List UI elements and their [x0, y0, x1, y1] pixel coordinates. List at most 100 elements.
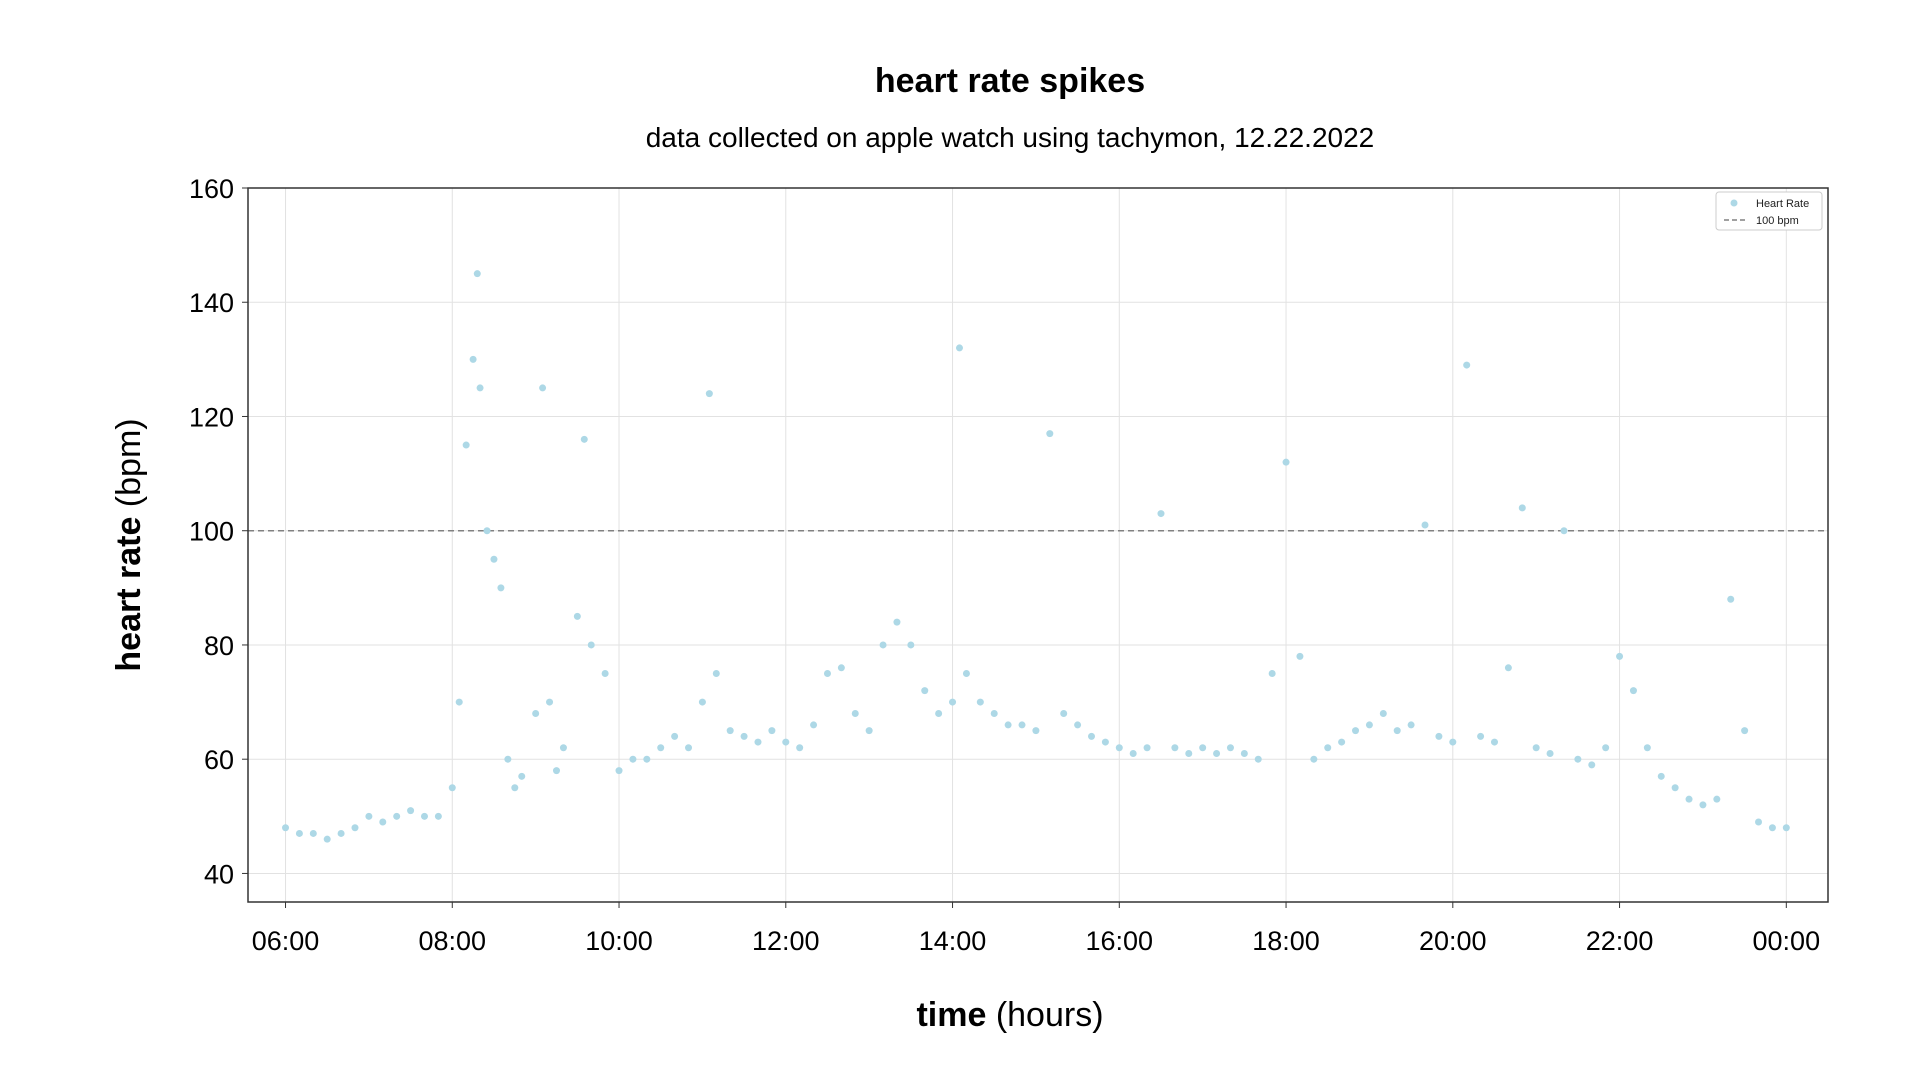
heart-rate-point — [1004, 721, 1012, 729]
heart-rate-point — [1768, 824, 1776, 832]
heart-rate-point — [1560, 527, 1568, 535]
heart-rate-point — [907, 641, 915, 649]
y-axis-label: heart rate (bpm) — [110, 418, 148, 671]
grid-lines — [248, 187, 1828, 902]
heart-rate-point — [685, 744, 693, 752]
x-tick-label: 16:00 — [1086, 926, 1154, 956]
heart-rate-point — [601, 670, 609, 678]
heart-rate-point — [323, 835, 331, 843]
heart-rate-point — [1546, 749, 1554, 757]
x-tick-label: 00:00 — [1753, 926, 1821, 956]
heart-rate-point — [657, 744, 665, 752]
heart-rate-point — [1532, 744, 1540, 752]
heart-rate-point — [1741, 727, 1749, 735]
y-tick-label: 60 — [204, 745, 234, 775]
x-axis-label: time (hours) — [916, 996, 1103, 1034]
heart-rate-point — [559, 744, 567, 752]
heart-rate-point — [504, 755, 512, 763]
heart-rate-point — [1602, 744, 1610, 752]
heart-rate-point — [893, 618, 901, 626]
heart-rate-point — [511, 784, 519, 792]
x-axis-label-unit: (hours) — [996, 996, 1104, 1034]
x-tick-label: 22:00 — [1586, 926, 1654, 956]
x-axis-ticks: 06:00 08:00 10:00 12:00 14:00 16:00 18:00 20:00… — [252, 902, 1820, 956]
x-tick-label: 06:00 — [252, 926, 320, 956]
heart-rate-point — [1157, 510, 1165, 518]
x-tick-label: 20:00 — [1419, 926, 1487, 956]
heart-rate-point — [698, 698, 706, 706]
heart-rate-point — [539, 384, 547, 392]
heart-rate-point — [615, 767, 623, 775]
heart-rate-point — [462, 441, 470, 449]
heart-rate-point — [1296, 652, 1304, 660]
heart-rate-point — [1490, 738, 1498, 746]
heart-rate-point — [1504, 664, 1512, 672]
heart-rate-point — [1240, 749, 1248, 757]
heart-rate-point — [1782, 824, 1790, 832]
heart-rate-point — [1421, 521, 1429, 529]
heart-rate-point — [643, 755, 651, 763]
heart-rate-point — [796, 744, 804, 752]
heart-rate-point — [1171, 744, 1179, 752]
heart-rate-point — [573, 612, 581, 620]
heart-rate-point — [1727, 595, 1735, 603]
heart-rate-point — [282, 824, 290, 832]
heart-rate-point — [420, 812, 428, 820]
y-tick-label: 160 — [189, 174, 234, 204]
heart-rate-point — [1060, 710, 1068, 718]
legend-heart-rate-label: Heart Rate — [1756, 198, 1809, 210]
heart-rate-point — [810, 721, 818, 729]
x-tick-label: 10:00 — [585, 926, 653, 956]
heart-rate-point — [1588, 761, 1596, 769]
legend-100bpm-label: 100 bpm — [1756, 215, 1799, 227]
heart-rate-point — [1477, 732, 1485, 740]
heart-rate-point — [726, 727, 734, 735]
heart-rate-point — [1685, 795, 1693, 803]
heart-rate-point — [990, 710, 998, 718]
heart-rate-point — [476, 384, 484, 392]
heart-rate-point — [976, 698, 984, 706]
heart-rate-point — [1393, 727, 1401, 735]
heart-rate-point — [1199, 744, 1207, 752]
x-tick-label: 14:00 — [919, 926, 987, 956]
heart-rate-point — [1185, 749, 1193, 757]
heart-rate-point — [455, 698, 463, 706]
y-tick-label: 80 — [204, 631, 234, 661]
heart-rate-point — [1046, 430, 1054, 438]
heart-rate-point — [518, 772, 526, 780]
heart-rate-point — [1143, 744, 1151, 752]
heart-rate-point — [1713, 795, 1721, 803]
heart-rate-point — [629, 755, 637, 763]
heart-rate-point — [823, 670, 831, 678]
legend-heart-rate-marker — [1730, 199, 1738, 207]
plot-frame — [247, 187, 1829, 903]
chart-subtitle: data collected on apple watch using tach… — [646, 122, 1375, 153]
heart-rate-point — [1352, 727, 1360, 735]
heart-rate-point — [309, 829, 317, 837]
heart-rate-point — [434, 812, 442, 820]
heart-rate-point — [490, 555, 498, 563]
heart-rate-point — [1574, 755, 1582, 763]
heart-rate-point — [1463, 361, 1471, 369]
heart-rate-point — [754, 738, 762, 746]
y-tick-label: 100 — [189, 517, 234, 547]
heart-rate-point — [1032, 727, 1040, 735]
heart-rate-point — [1324, 744, 1332, 752]
heart-rate-point — [1518, 504, 1526, 512]
heart-rate-point — [1449, 738, 1457, 746]
heart-rate-point — [1435, 732, 1443, 740]
y-axis-ticks: 40 60 80 100 120 140 160 — [189, 174, 248, 889]
heart-rate-point — [1657, 772, 1665, 780]
heart-rate-point — [740, 732, 748, 740]
heart-rate-point — [1213, 749, 1221, 757]
heart-rate-point — [1629, 687, 1637, 695]
heart-rate-point — [935, 710, 943, 718]
heart-rate-point — [949, 698, 957, 706]
heart-rate-point — [712, 670, 720, 678]
x-axis-label-bold: time — [916, 996, 986, 1034]
heart-rate-point — [552, 767, 560, 775]
heart-rate-point — [879, 641, 887, 649]
x-tick-label: 12:00 — [752, 926, 820, 956]
heart-rate-point — [837, 664, 845, 672]
heart-rate-point — [782, 738, 790, 746]
